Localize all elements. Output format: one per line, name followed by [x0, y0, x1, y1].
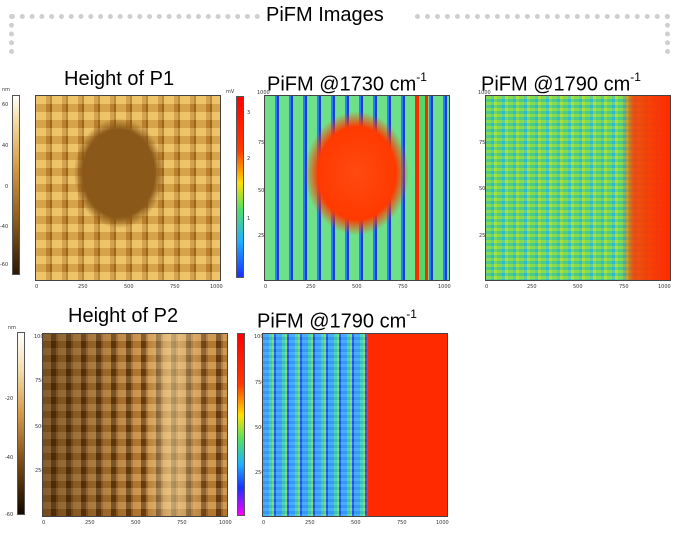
x-tick: 0	[262, 520, 266, 526]
p1-height-cbar-tick: 60	[2, 102, 9, 108]
p1-pifm1730-image	[264, 95, 450, 281]
p1-height-cbar-unit: nm	[2, 87, 11, 93]
p2-pifm1790-colorbar	[237, 333, 245, 516]
x-tick: 250	[85, 520, 95, 526]
x-tick: 500	[573, 284, 583, 290]
x-tick: 0	[264, 284, 268, 290]
p1-pifm1730-cbar-unit: mV	[226, 89, 235, 95]
y-tick: 750	[35, 378, 45, 384]
header-frame-left-edge	[9, 14, 14, 54]
x-tick: 0	[35, 284, 39, 290]
x-tick: 250	[527, 284, 537, 290]
x-tick: 500	[131, 520, 141, 526]
y-tick: 500	[35, 424, 45, 430]
p1-height-colorbar	[12, 95, 20, 275]
y-tick: 250	[35, 468, 45, 474]
x-tick: 0	[42, 520, 46, 526]
y-tick: 250	[255, 470, 265, 476]
x-tick: 250	[305, 520, 315, 526]
x-tick: 250	[78, 284, 88, 290]
x-tick: 250	[306, 284, 316, 290]
x-tick: 1000	[210, 284, 223, 290]
p1-height-cbar-tick: -60	[0, 262, 9, 268]
header-frame-left	[10, 14, 260, 19]
x-tick: 500	[352, 284, 362, 290]
p1-height-image	[35, 95, 221, 281]
x-tick: 1000	[436, 520, 449, 526]
header-frame-right	[415, 14, 670, 19]
x-tick: 500	[124, 284, 134, 290]
p1-pifm1730-cbar-tick: 3	[247, 110, 251, 116]
y-tick: 250	[479, 233, 489, 239]
y-tick: 500	[255, 425, 265, 431]
x-tick: 1000	[438, 284, 451, 290]
header-frame-right-edge	[665, 14, 670, 54]
y-tick: 1000	[254, 334, 267, 340]
p2-height-image	[42, 333, 228, 517]
y-tick: 750	[479, 140, 489, 146]
p1-pifm1730-cbar-tick: 1	[247, 216, 251, 222]
p1-pifm1730-colorbar	[236, 96, 244, 278]
y-tick: 750	[255, 380, 265, 386]
p1-height-cbar-tick: -40	[0, 224, 9, 230]
page-title: PiFM Images	[266, 4, 384, 26]
p1-height-cbar-tick: 0	[5, 184, 9, 190]
p1-pifm1790-title: PiFM @1790 cm-1	[481, 70, 641, 96]
y-tick: 1000	[257, 90, 270, 96]
y-tick: 1000	[478, 90, 491, 96]
p1-pifm1790-image	[485, 95, 671, 281]
x-tick: 750	[170, 284, 180, 290]
x-tick: 0	[485, 284, 489, 290]
p1-height-cbar-tick: 40	[2, 143, 9, 149]
p2-pifm1790-image	[262, 333, 448, 517]
p2-pifm1790-title: PiFM @1790 cm-1	[257, 307, 417, 333]
p1-pifm1730-title: PiFM @1730 cm-1	[267, 70, 427, 96]
y-tick: 500	[479, 186, 489, 192]
p2-height-title: Height of P2	[68, 305, 179, 327]
y-tick: 250	[258, 233, 268, 239]
p2-height-cbar-tick: -40	[5, 455, 14, 461]
x-tick: 750	[177, 520, 187, 526]
p1-height-title: Height of P1	[64, 68, 175, 90]
p2-height-cbar-tick: -60	[5, 512, 14, 518]
x-tick: 1000	[658, 284, 671, 290]
p2-height-colorbar	[17, 332, 25, 515]
x-tick: 750	[398, 284, 408, 290]
p1-pifm1730-cbar-tick: 2	[247, 156, 251, 162]
p2-height-cbar-unit: nm	[8, 325, 17, 331]
y-tick: 750	[258, 140, 268, 146]
y-tick: 500	[258, 188, 268, 194]
x-tick: 750	[397, 520, 407, 526]
p2-height-cbar-tick: -20	[5, 396, 14, 402]
x-tick: 1000	[219, 520, 232, 526]
x-tick: 750	[619, 284, 629, 290]
y-tick: 1000	[34, 334, 47, 340]
x-tick: 500	[351, 520, 361, 526]
